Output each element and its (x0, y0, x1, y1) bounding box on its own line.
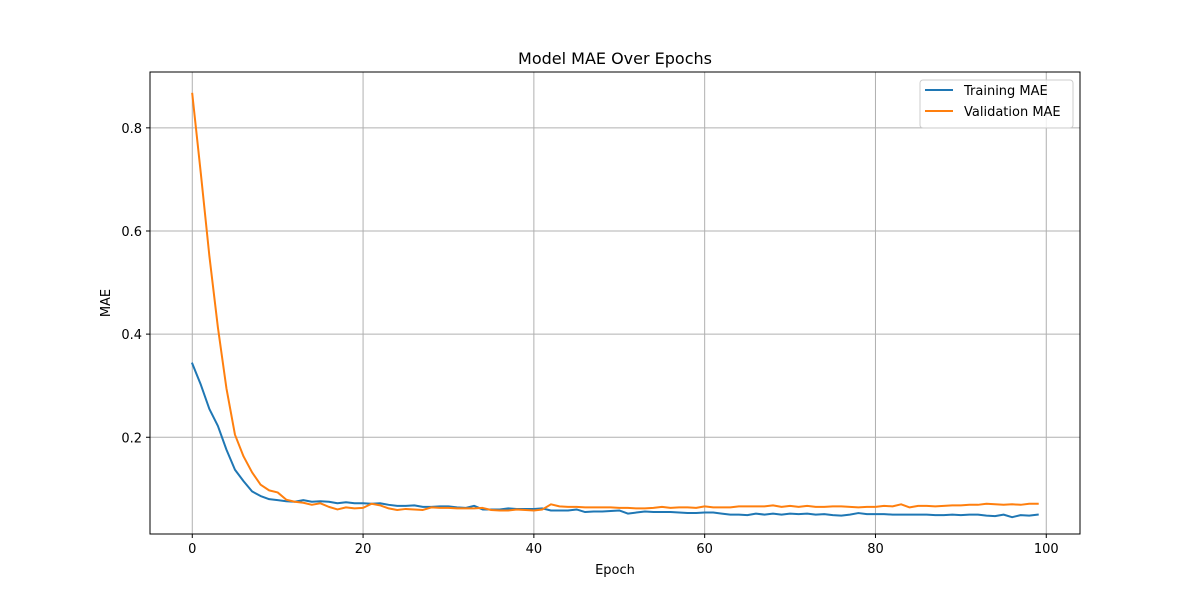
legend: Training MAE Validation MAE (919, 79, 1074, 129)
y-tick-label: 0.8 (121, 122, 142, 137)
x-axis-label: Epoch (595, 563, 635, 578)
y-axis: 0.2 0.4 0.6 0.8 (121, 122, 150, 446)
x-tick-label: 0 (188, 542, 196, 557)
legend-label-validation-mae: Validation MAE (964, 105, 1061, 120)
x-tick-label: 60 (696, 542, 713, 557)
y-tick-label: 0.2 (121, 431, 142, 446)
series-lines (190, 92, 1039, 519)
plot-frame (149, 71, 1081, 535)
x-tick-label: 40 (526, 542, 543, 557)
x-axis: 0 20 40 60 80 100 (188, 534, 1059, 557)
series-line-training-mae (190, 362, 1039, 519)
x-tick-label: 100 (1034, 542, 1059, 557)
legend-box (919, 79, 1074, 129)
chart-title: Model MAE Over Epochs (518, 49, 712, 68)
legend-label-training-mae: Training MAE (963, 84, 1048, 99)
x-tick-label: 20 (355, 542, 372, 557)
series-line-validation-mae (191, 92, 1039, 512)
y-tick-label: 0.6 (121, 225, 142, 240)
x-tick-label: 80 (867, 542, 884, 557)
y-tick-label: 0.4 (121, 328, 142, 343)
y-axis-label: MAE (99, 289, 114, 317)
